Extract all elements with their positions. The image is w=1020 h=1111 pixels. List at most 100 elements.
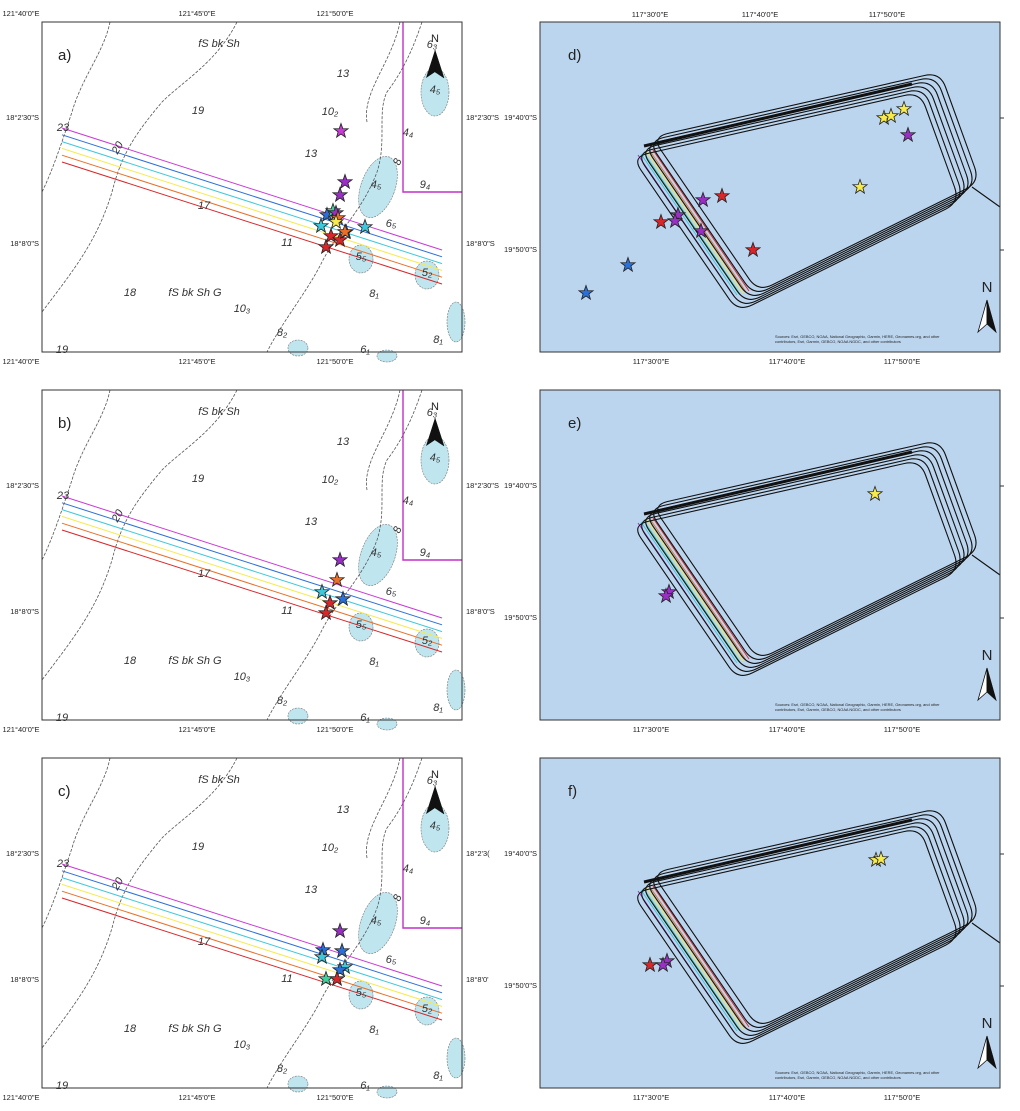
y-tick-label: 18°8'0' — [466, 975, 489, 984]
survey-track — [652, 885, 750, 1028]
sounding-label: 10₂ — [322, 474, 339, 486]
vessel-track — [657, 442, 977, 656]
sounding-label: 5₅ — [356, 619, 367, 631]
nautical-chart-panel: 6₃ 13 4₅ 19 10₂ 23 4₄ 13 4₅ 9₄ 17 6₅ 11 5₅ 5₂ 18 fS bk S… — [2, 9, 499, 366]
panel-label: b) — [58, 415, 71, 432]
y-tick-label: 18°2'3( — [466, 849, 490, 858]
sounding-label: 23 — [56, 122, 70, 134]
survey-track — [61, 134, 443, 258]
sounding-label: 4₄ — [403, 127, 414, 139]
depth-contour — [41, 757, 238, 1049]
star-marker — [317, 604, 335, 621]
vessel-track — [641, 90, 961, 304]
sounding-label: 5₂ — [422, 1003, 433, 1015]
depth-contour — [41, 757, 111, 929]
sounding-label: 19 — [192, 841, 204, 853]
survey-track — [61, 522, 443, 646]
survey-track — [61, 127, 443, 251]
x-tick-label: 117°50'0"E — [884, 1093, 921, 1102]
vessel-track — [653, 446, 973, 660]
north-arrow-left — [426, 418, 435, 446]
star-marker — [694, 191, 712, 208]
sounding-label: 18 — [124, 1023, 137, 1035]
star-marker — [332, 122, 350, 139]
x-tick-label: 121°45'0"E — [178, 9, 215, 18]
x-tick-label: 121°45'0"E — [178, 725, 215, 734]
panel-frame — [539, 21, 1001, 353]
attribution-text: contributors, Esri, Garmin, GEBCO, NOAA … — [775, 707, 901, 712]
star-marker — [882, 107, 900, 124]
shoal-area — [358, 524, 398, 586]
survey-track — [640, 153, 738, 296]
panel-label: c) — [58, 783, 71, 800]
star-marker — [322, 227, 340, 244]
x-tick-label: 117°30'0"E — [633, 725, 670, 734]
sounding-label: 19 — [56, 1080, 68, 1092]
vessel-track — [657, 74, 977, 288]
north-arrow-right — [986, 1035, 997, 1070]
north-arrow-right — [434, 417, 445, 447]
survey-track — [61, 502, 443, 626]
survey-track — [61, 863, 443, 987]
sounding-label: 9₄ — [420, 547, 431, 559]
zone-boundary — [402, 22, 462, 193]
x-tick-label: 121°50'0"E — [316, 725, 353, 734]
survey-track — [640, 889, 738, 1032]
depth-contour — [366, 757, 401, 859]
sounding-label: 19 — [192, 105, 204, 117]
sounding-label: 18 — [124, 655, 137, 667]
star-marker — [851, 178, 869, 195]
north-label: N — [982, 647, 993, 664]
star-marker — [713, 187, 731, 204]
survey-track — [61, 495, 443, 619]
star-marker — [312, 217, 330, 234]
star-marker — [321, 594, 339, 611]
sounding-label: 4₅ — [371, 547, 382, 559]
north-label: N — [982, 279, 993, 296]
depth-contour — [366, 21, 401, 123]
shoal-area — [376, 349, 398, 363]
star-marker — [872, 850, 890, 867]
sounding-label: 8 — [391, 156, 405, 167]
star-marker — [328, 970, 346, 987]
star-marker — [692, 222, 710, 239]
shoal-area — [446, 669, 466, 711]
panel-frame — [539, 389, 1001, 721]
sounding-label: 13 — [337, 804, 350, 816]
survey-track — [643, 520, 741, 663]
sounding-label: 23 — [56, 490, 70, 502]
shoal-area — [287, 707, 309, 725]
x-tick-label: 117°30'0"E — [633, 357, 670, 366]
vessel-track — [645, 86, 965, 300]
depth-contour — [266, 21, 423, 353]
y-tick-label: 19°50'0"S — [504, 245, 537, 254]
sounding-label: fS bk Sh — [198, 774, 240, 786]
x-tick-label: 121°40'0"E — [2, 357, 39, 366]
panel-label: f) — [568, 783, 577, 800]
star-marker — [331, 231, 349, 248]
sounding-label: 13 — [305, 884, 318, 896]
star-marker — [313, 948, 331, 965]
star-marker — [317, 238, 335, 255]
sounding-label: 19 — [56, 712, 68, 724]
sounding-label: 6₁ — [360, 1080, 370, 1092]
y-tick-label: 18°2'30"S — [6, 481, 39, 490]
panel-background — [540, 390, 1000, 720]
sounding-label: 18 — [124, 287, 137, 299]
attribution-text: Sources: Esri, GEBCO, NOAA, National Geo… — [775, 334, 940, 339]
sounding-label: 6₃ — [427, 775, 438, 787]
y-tick-label: 18°2'30"S — [466, 113, 499, 122]
x-tick-label: 117°40'0"E — [769, 725, 806, 734]
sounding-label: 8₂ — [277, 1063, 288, 1075]
survey-track — [61, 509, 443, 633]
top-track-overlap — [643, 450, 913, 516]
star-marker — [866, 485, 884, 502]
survey-track — [61, 147, 443, 271]
sounding-label: 5₅ — [356, 251, 367, 263]
y-tick-label: 19°50'0"S — [504, 981, 537, 990]
sounding-label: 8₁ — [369, 288, 379, 300]
y-tick-label: 18°2'30"S — [6, 849, 39, 858]
satellite-map-panel: N Sources: Esri, GEBCO, NOAA, National Ge… — [504, 10, 1004, 366]
sounding-label: 11 — [281, 973, 292, 985]
